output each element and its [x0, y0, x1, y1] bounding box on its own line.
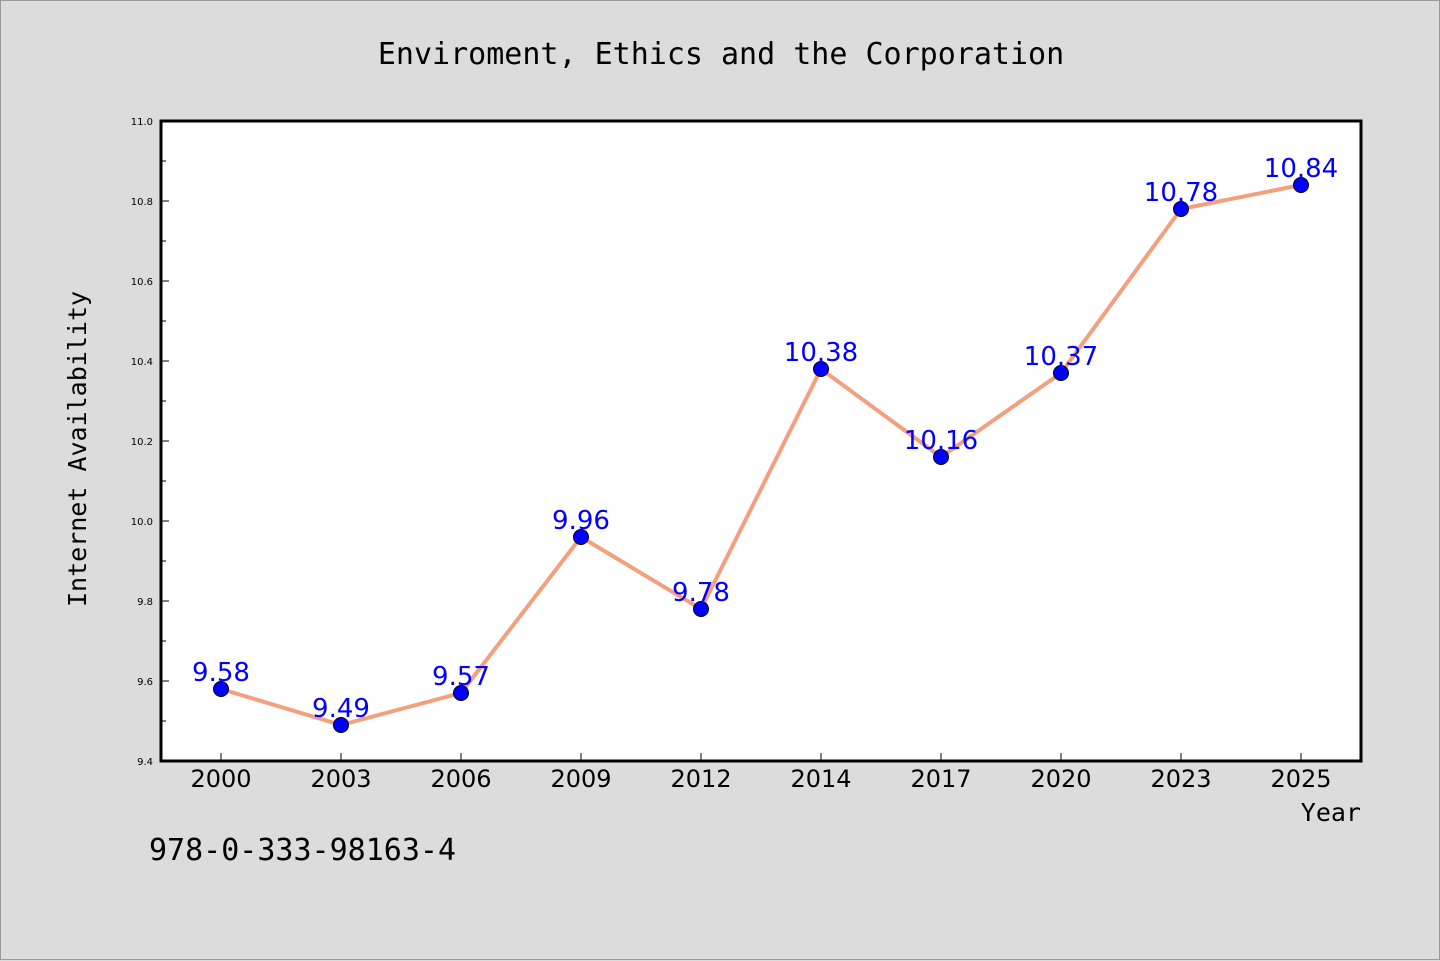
chart-title: Enviroment, Ethics and the Corporation — [378, 37, 1064, 72]
y-tick-label: 9.8 — [137, 597, 153, 608]
y-tick-label: 10.0 — [131, 517, 153, 528]
data-point — [1173, 201, 1189, 217]
x-tick-label: 2025 — [1270, 765, 1331, 793]
y-tick-label: 9.6 — [137, 677, 153, 688]
x-tick-label: 2003 — [310, 765, 371, 793]
y-tick-label: 10.2 — [131, 437, 153, 448]
x-axis: 2000 2003 2006 2009 2012 2014 2017 2020 2023 2025 — [190, 753, 1332, 793]
data-point — [693, 601, 709, 617]
series-layer: 9.589.499.579.969.7810.3810.1610.3710.78… — [192, 154, 1338, 733]
x-axis-label: Year — [1301, 798, 1361, 827]
data-point — [813, 361, 829, 377]
x-tick-label: 2020 — [1030, 765, 1091, 793]
y-tick-label: 10.8 — [131, 197, 153, 208]
plot-area — [159, 119, 1363, 763]
x-tick-label: 2006 — [430, 765, 491, 793]
data-point — [213, 681, 229, 697]
x-tick-label: 2009 — [550, 765, 611, 793]
data-point — [573, 529, 589, 545]
x-tick-label: 2023 — [1150, 765, 1211, 793]
x-tick-label: 2017 — [910, 765, 971, 793]
y-tick-label: 10.4 — [131, 357, 153, 368]
series-line — [220, 183, 1302, 727]
data-point — [933, 449, 949, 465]
y-axis: 9.4 9.6 9.8 10.0 10.2 10.4 10.6 10.8 11.0 — [131, 117, 169, 768]
x-tick-label: 2012 — [670, 765, 731, 793]
data-point — [1293, 177, 1309, 193]
data-point — [333, 717, 349, 733]
y-tick-label: 9.4 — [137, 757, 153, 768]
x-tick-label: 2000 — [190, 765, 251, 793]
y-axis-label: Internet Availability — [63, 291, 92, 607]
y-tick-label: 11.0 — [131, 117, 153, 128]
isbn-code: 978-0-333-98163-4 — [149, 833, 457, 868]
data-point — [1053, 365, 1069, 381]
data-point — [453, 685, 469, 701]
y-tick-label: 10.6 — [131, 277, 153, 288]
x-tick-label: 2014 — [790, 765, 851, 793]
